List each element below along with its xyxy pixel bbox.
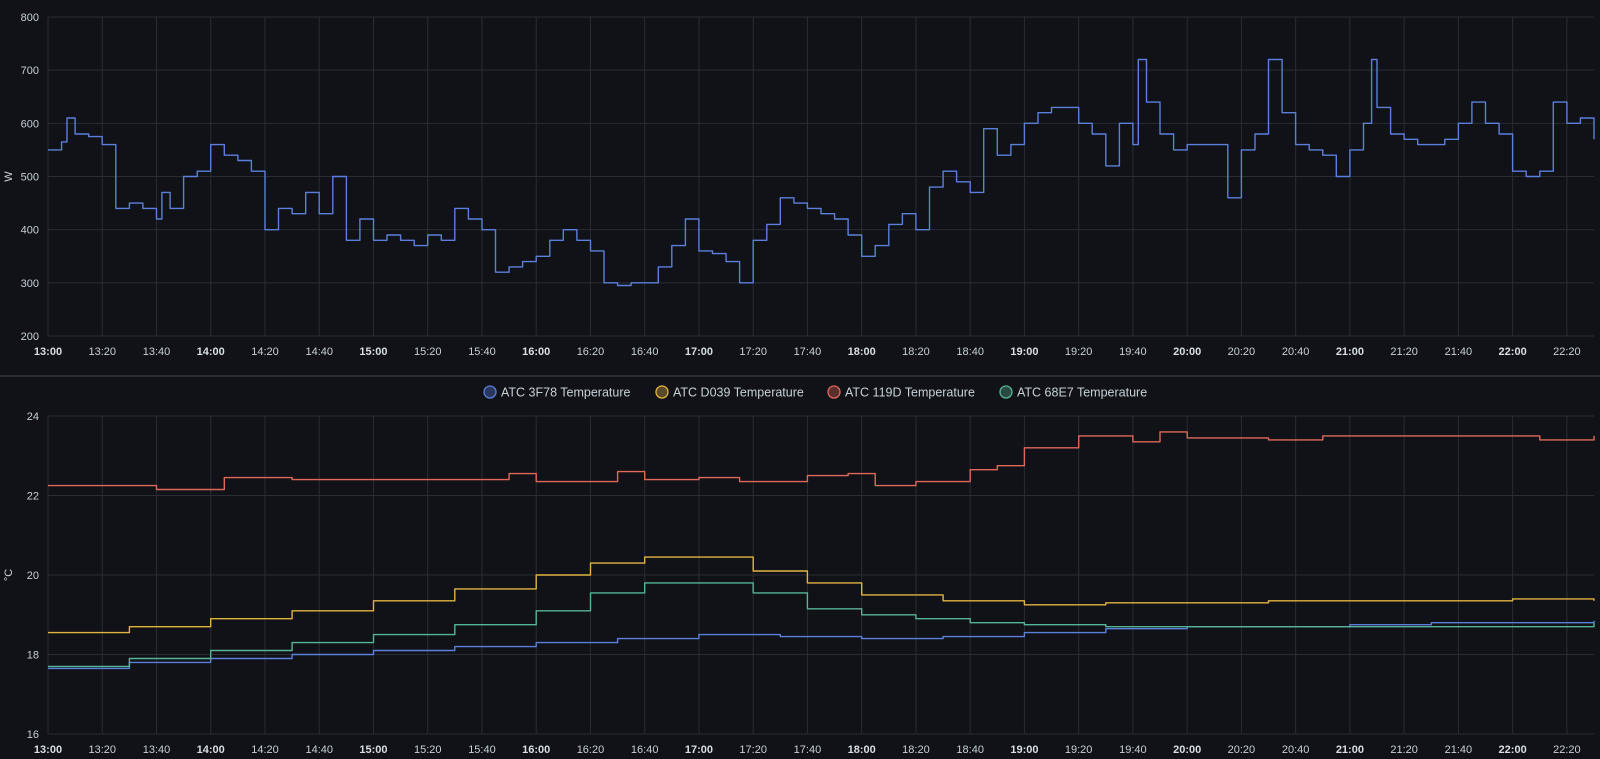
- y-tick-label: 500: [21, 172, 39, 184]
- x-tick-label: 21:20: [1390, 744, 1418, 756]
- x-tick-label: 13:20: [88, 744, 116, 756]
- x-tick-label: 18:40: [956, 346, 984, 358]
- x-tick-label: 15:40: [468, 346, 496, 358]
- y-tick-label: 200: [21, 331, 39, 343]
- x-tick-label: 18:40: [956, 744, 984, 756]
- x-tick-label: 14:20: [251, 346, 279, 358]
- x-tick-label: 20:00: [1173, 744, 1201, 756]
- x-tick-label: 16:00: [522, 346, 550, 358]
- legend-item[interactable]: ATC 119D Temperature: [827, 385, 975, 400]
- x-tick-label: 19:40: [1119, 346, 1147, 358]
- x-tick-label: 19:40: [1119, 744, 1147, 756]
- legend-marker: [655, 385, 669, 399]
- x-tick-label: 22:20: [1553, 744, 1581, 756]
- x-tick-label: 16:40: [631, 744, 659, 756]
- x-tick-label: 15:20: [414, 346, 442, 358]
- temperature-chart: 13:00 13:20 13:40 14:00 14:20 14:40 15:00 15:20…: [3, 385, 1595, 756]
- x-tick-label: 13:40: [143, 744, 171, 756]
- x-tick-label: 15:20: [414, 744, 442, 756]
- series-line-0: [48, 620, 1595, 670]
- x-tick-label: 14:40: [305, 744, 333, 756]
- legend-label[interactable]: ATC 3F78 Temperature: [501, 386, 631, 400]
- x-tick-label: 18:20: [902, 744, 930, 756]
- x-tick-label: 14:00: [197, 744, 225, 756]
- x-tick-label: 16:20: [577, 744, 605, 756]
- x-tick-label: 19:00: [1010, 744, 1038, 756]
- legend-marker: [827, 385, 841, 399]
- x-tick-label: 21:40: [1445, 346, 1473, 358]
- y-tick-label: 600: [21, 118, 39, 130]
- chart-legend: ATC 3F78 Temperature ATC D039 Temperature…: [483, 385, 1147, 400]
- x-tick-label: 18:00: [848, 744, 876, 756]
- x-tick-label: 17:20: [739, 346, 767, 358]
- x-tick-label: 21:00: [1336, 744, 1364, 756]
- series-line-0: [48, 58, 1595, 287]
- x-tick-label: 15:40: [468, 744, 496, 756]
- y-tick-label: 300: [21, 278, 39, 290]
- x-tick-label: 13:00: [34, 346, 62, 358]
- series-line-2: [48, 431, 1595, 491]
- x-tick-label: 18:00: [848, 346, 876, 358]
- panel-divider: [0, 375, 1600, 377]
- x-tick-label: 19:20: [1065, 346, 1093, 358]
- legend-label[interactable]: ATC 68E7 Temperature: [1017, 386, 1147, 400]
- legend-label[interactable]: ATC 119D Temperature: [845, 386, 975, 400]
- x-tick-label: 20:00: [1173, 346, 1201, 358]
- x-tick-label: 21:20: [1390, 346, 1418, 358]
- x-tick-label: 22:20: [1553, 346, 1581, 358]
- y-tick-label: 22: [27, 491, 39, 503]
- x-tick-label: 16:00: [522, 744, 550, 756]
- y-tick-label: 24: [27, 411, 39, 423]
- x-tick-label: 17:20: [739, 744, 767, 756]
- y-axis-label: W: [3, 171, 15, 182]
- x-tick-label: 20:40: [1282, 346, 1310, 358]
- x-tick-label: 14:00: [197, 346, 225, 358]
- x-tick-label: 19:00: [1010, 346, 1038, 358]
- y-tick-label: 400: [21, 225, 39, 237]
- x-tick-label: 16:40: [631, 346, 659, 358]
- x-tick-label: 17:40: [794, 744, 822, 756]
- legend-marker: [999, 385, 1013, 399]
- x-tick-label: 15:00: [359, 744, 387, 756]
- x-tick-label: 13:20: [88, 346, 116, 358]
- x-tick-label: 20:20: [1228, 346, 1256, 358]
- x-tick-label: 17:00: [685, 744, 713, 756]
- x-tick-label: 22:00: [1499, 744, 1527, 756]
- x-tick-label: 17:40: [794, 346, 822, 358]
- x-tick-label: 20:20: [1228, 744, 1256, 756]
- legend-label[interactable]: ATC D039 Temperature: [673, 386, 804, 400]
- y-tick-label: 700: [21, 65, 39, 77]
- series-line-3: [48, 582, 1595, 668]
- x-tick-label: 19:20: [1065, 744, 1093, 756]
- legend-item[interactable]: ATC 3F78 Temperature: [483, 385, 631, 400]
- legend-item[interactable]: ATC 68E7 Temperature: [999, 385, 1147, 400]
- y-tick-label: 800: [21, 12, 39, 24]
- power-chart: 13:00 13:20 13:40 14:00 14:20 14:40 15:00 15:20…: [3, 12, 1595, 358]
- x-tick-label: 21:40: [1445, 744, 1473, 756]
- legend-item[interactable]: ATC D039 Temperature: [655, 385, 804, 400]
- x-tick-label: 13:00: [34, 744, 62, 756]
- x-tick-label: 18:20: [902, 346, 930, 358]
- y-tick-label: 20: [27, 570, 39, 582]
- series-line-1: [48, 556, 1595, 634]
- y-axis-label: °C: [3, 569, 15, 581]
- x-tick-label: 22:00: [1499, 346, 1527, 358]
- x-tick-label: 20:40: [1282, 744, 1310, 756]
- x-tick-label: 15:00: [359, 346, 387, 358]
- x-tick-label: 21:00: [1336, 346, 1364, 358]
- legend-marker: [483, 385, 497, 399]
- x-tick-label: 16:20: [577, 346, 605, 358]
- x-tick-label: 14:40: [305, 346, 333, 358]
- y-tick-label: 18: [27, 650, 39, 662]
- y-tick-label: 16: [27, 729, 39, 741]
- x-tick-label: 13:40: [143, 346, 171, 358]
- x-tick-label: 14:20: [251, 744, 279, 756]
- x-tick-label: 17:00: [685, 346, 713, 358]
